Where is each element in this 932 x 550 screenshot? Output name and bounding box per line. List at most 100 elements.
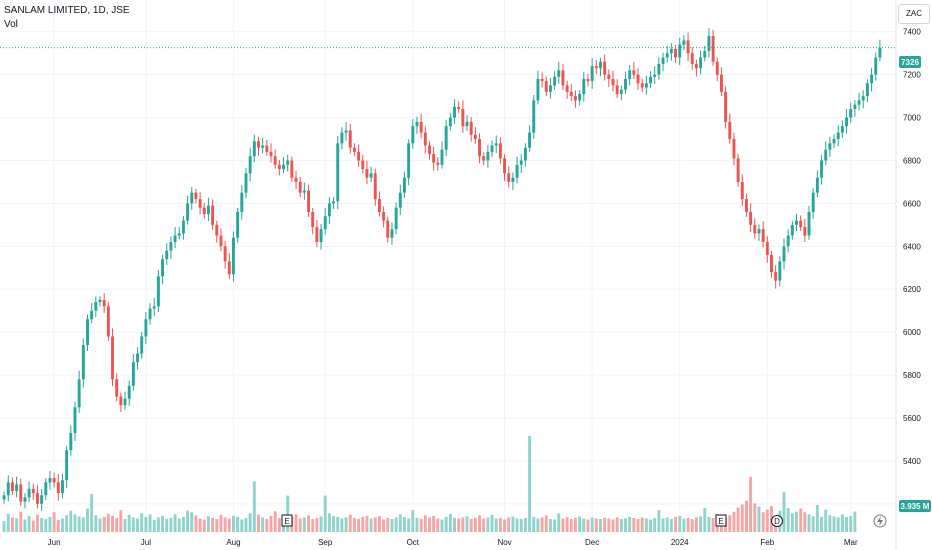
volume-bar [694,517,698,532]
volume-bar [799,508,803,532]
volume-bar [40,517,44,532]
volume-bar [607,518,611,532]
candle-body [181,220,185,234]
candle-body [682,40,686,45]
volume-bar [403,516,406,532]
candle-body [415,121,419,127]
volume-bar [811,516,815,532]
volume-bar [657,510,661,532]
candle-body [628,70,632,79]
volume-bar [215,519,219,532]
candle-body [219,235,223,247]
volume-bar [61,518,64,532]
volume-bar [561,518,565,532]
volume-bar [807,514,811,532]
volume-bar [836,517,840,532]
volume-bar [703,508,707,532]
price-tick-label: 5800 [903,371,921,380]
volume-bar [161,515,165,532]
candle-body [649,76,652,84]
candle-body [428,145,431,155]
volume-bar [448,513,452,532]
volume-bar [248,513,252,532]
candle-body [732,139,736,159]
candle-body [48,478,52,483]
volume-bar [31,520,35,532]
candle-body [177,233,181,236]
volume-bar [340,518,344,532]
candle-body [578,93,582,101]
time-tick-label: Dec [585,538,599,547]
price-tick-label: 5400 [903,457,921,466]
volume-bar [398,514,402,532]
candle-body [294,177,298,182]
volume-bar [232,515,235,532]
candle-body [261,145,265,148]
time-axis[interactable]: JunJulAugSepOctNovDec2024FebMarAprMay [48,538,932,547]
price-axis[interactable]: 7400 7200 7000 6800 6600 6400 6200 6000 5800 5600… [903,28,921,509]
candle-body [73,407,77,434]
volume-label[interactable]: Vol [4,19,18,30]
candle-body [690,53,694,64]
volume-bar [669,519,673,532]
candle-body [820,160,823,178]
volume-bars [2,435,857,532]
candle-body [173,235,177,243]
volume-bar [352,517,356,532]
candle-body [127,385,131,399]
candle-body [790,224,794,236]
volume-bar [578,516,582,532]
candle-body [657,63,661,75]
price-tick-label: 7000 [903,114,921,123]
volume-bar [428,517,431,532]
volume-bar [753,503,757,532]
currency-button[interactable]: ZAC [898,4,930,24]
candle-body [56,482,60,494]
volume-bar [244,517,248,532]
candle-body [156,276,160,307]
volume-bar [565,517,569,532]
volume-bar [407,518,411,532]
candle-body [469,121,473,135]
candle-body [561,70,565,86]
candle-body [336,143,340,202]
candle-body [544,81,548,92]
candle-body [248,156,252,174]
volume-bar [640,517,644,532]
candle-body [694,63,698,69]
candle-body [111,336,114,380]
candle-body [719,74,723,92]
earnings-marker-2[interactable]: E [715,514,727,527]
volume-bar [624,518,627,532]
volume-bar [315,517,319,532]
earnings-marker-1[interactable]: E [281,514,293,527]
candle-body [874,57,878,75]
volume-bar [511,516,515,532]
candle-body [824,149,828,161]
candle-body [503,158,507,174]
volume-bar [782,491,786,532]
dividend-marker[interactable]: D [771,515,783,527]
volume-bar [106,513,110,532]
volume-bar [152,520,156,532]
candle-body [553,76,557,86]
volume-bar [574,517,577,532]
candle-body [749,211,753,225]
volume-bar [419,519,423,532]
volume-bar [302,517,306,532]
volume-bar [586,519,590,532]
candle-body [419,121,423,133]
volume-bar [411,510,415,532]
volume-bar [849,515,853,532]
candle-body [853,104,857,109]
volume-bar [123,519,127,532]
candle-body [770,254,773,273]
symbol-title[interactable]: SANLAM LIMITED, 1D, JSE [4,5,130,16]
volume-bar [795,511,798,532]
volume-bar [840,514,844,532]
lightning-icon[interactable] [873,514,887,528]
candle-body [523,147,527,161]
volume-bar [181,516,185,532]
candle-body [532,100,536,133]
